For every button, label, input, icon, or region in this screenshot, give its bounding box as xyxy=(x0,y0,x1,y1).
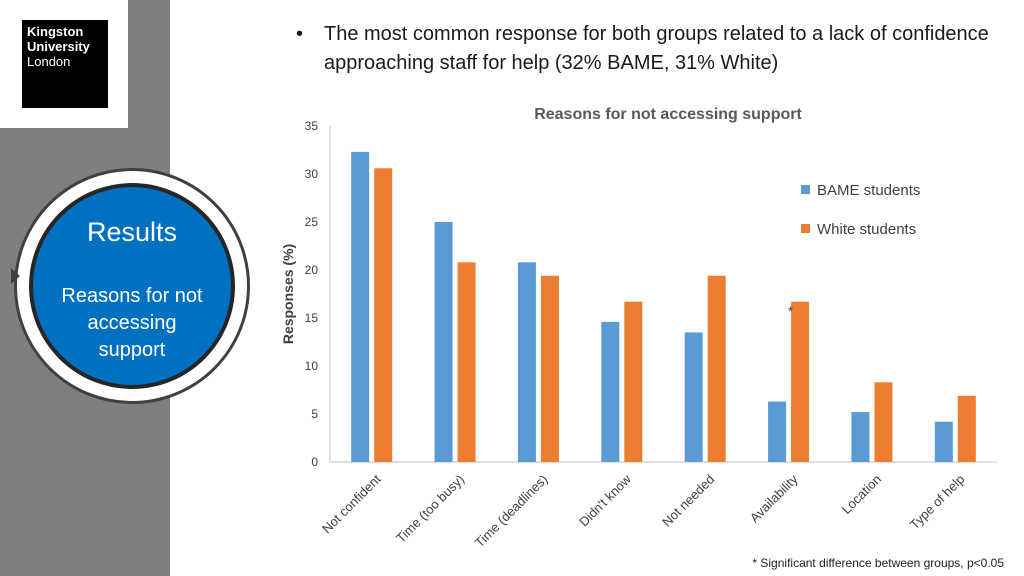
logo-area: Kingston University London xyxy=(0,0,128,128)
section-title: Results xyxy=(86,217,178,247)
x-tick-label: Time (too busy) xyxy=(393,472,467,546)
logo-line-2: University xyxy=(27,39,90,54)
bar-bame xyxy=(684,332,703,462)
bar-bame xyxy=(351,151,370,463)
chart-title: Reasons for not accessing support xyxy=(534,106,802,123)
x-tick-label: Availability xyxy=(747,471,801,525)
x-tick-label: Time (deadlines) xyxy=(472,472,551,550)
y-tick-label: 30 xyxy=(305,167,319,181)
legend-label-white: White students xyxy=(817,221,916,238)
bullet-icon: • xyxy=(296,23,304,45)
key-finding: • The most common response for both grou… xyxy=(296,20,996,78)
significance-marker: * xyxy=(788,304,793,319)
bar-white xyxy=(624,301,643,462)
kingston-university-logo[interactable]: Kingston University London xyxy=(22,20,108,108)
footnote: * Significant difference between groups,… xyxy=(752,556,1004,570)
y-tick-label: 25 xyxy=(305,215,319,229)
bar-bame xyxy=(851,412,870,462)
legend-swatch-bame xyxy=(801,185,810,194)
bar-bame xyxy=(601,321,620,462)
x-tick-label: Didn't know xyxy=(576,471,634,529)
legend-label-bame: BAME students xyxy=(817,182,920,199)
bar-white xyxy=(374,168,393,462)
key-finding-text: The most common response for both groups… xyxy=(324,23,989,74)
bar-bame xyxy=(434,222,453,462)
x-tick-label: Not needed xyxy=(659,472,717,530)
section-circle: Results Reasons for not accessing suppor… xyxy=(29,183,235,389)
bar-white xyxy=(457,262,476,462)
y-tick-label: 0 xyxy=(311,455,318,469)
logo-line-1: Kingston xyxy=(27,24,84,39)
y-tick-label: 20 xyxy=(305,263,319,277)
bar-white xyxy=(957,395,976,462)
section-subtitle: Reasons for not accessing support xyxy=(61,285,203,361)
logo-line-3: London xyxy=(27,54,71,69)
bar-white xyxy=(540,275,559,462)
x-tick-label: Type of help xyxy=(907,472,968,533)
y-tick-label: 15 xyxy=(305,311,319,325)
bar-chart: Reasons for not accessing support Respon… xyxy=(280,106,997,550)
bar-white xyxy=(707,275,726,462)
x-tick-label: Not confident xyxy=(319,471,384,536)
y-tick-label: 5 xyxy=(311,407,318,421)
bar-bame xyxy=(768,401,787,462)
bar-bame xyxy=(934,421,953,462)
bar-bame xyxy=(517,262,536,462)
legend-swatch-white xyxy=(801,224,810,233)
x-tick-label: Location xyxy=(839,472,884,517)
bar-white xyxy=(791,301,810,462)
ring-arrow-icon xyxy=(11,268,20,284)
y-tick-label: 10 xyxy=(305,359,319,373)
y-tick-label: 35 xyxy=(305,119,319,133)
y-axis-label: Responses (%) xyxy=(280,244,296,344)
bar-white xyxy=(874,382,893,462)
